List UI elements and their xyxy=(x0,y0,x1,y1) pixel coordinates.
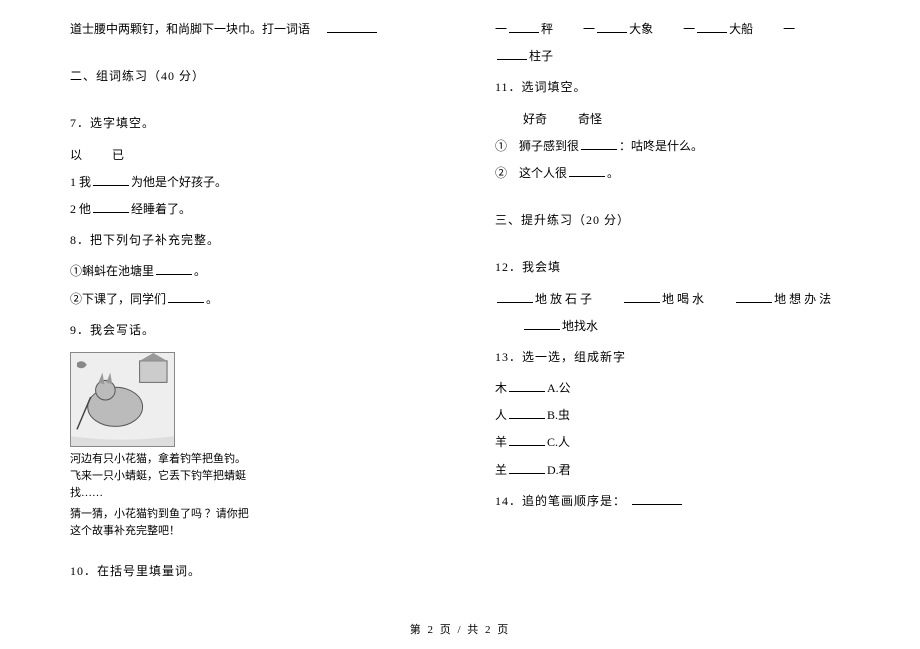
q11-title: 11．选词填空。 xyxy=(495,78,850,97)
q7-chars: 以 已 xyxy=(70,146,425,165)
q11-opt1: 好奇 xyxy=(523,110,547,129)
riddle-text: 道士腰中两颗钉，和尚脚下一块巾。打一词语 xyxy=(70,22,310,36)
q12-t2: 地 喝 水 xyxy=(662,292,704,306)
q8-line2: ②下课了，同学们 。 xyxy=(70,290,425,309)
q11-l1a: ① 狮子感到很 xyxy=(495,139,579,153)
m1: 秤 xyxy=(541,22,553,36)
story-image xyxy=(70,352,175,447)
m4: 柱子 xyxy=(529,49,553,63)
q7-line2: 2 他 经睡着了。 xyxy=(70,200,425,219)
riddle-blank[interactable] xyxy=(327,21,377,33)
q7-title: 7．选字填空。 xyxy=(70,114,425,133)
q13-r4b: D.君 xyxy=(547,463,571,477)
q12-t1: 地 放 石 子 xyxy=(535,292,592,306)
q13-r2b: B.虫 xyxy=(547,408,570,422)
q8-blank2[interactable] xyxy=(168,291,204,303)
q14-title: 14．追的笔画顺序是： xyxy=(495,494,626,508)
q12-b4[interactable] xyxy=(524,318,560,330)
q12-line2: 地找水 xyxy=(495,317,850,336)
section-3-title: 三、提升练习（20 分） xyxy=(495,211,850,230)
q13-r2: 人 B.虫 xyxy=(495,406,850,425)
page-footer: 第 2 页 / 共 2 页 xyxy=(0,621,920,637)
m-blank1[interactable] xyxy=(509,21,539,33)
q7-blank1[interactable] xyxy=(93,174,129,186)
q12-b2[interactable] xyxy=(624,291,660,303)
q13-r1: 木 A.公 xyxy=(495,379,850,398)
q12-line1: 地 放 石 子 地 喝 水 地 想 办 法 xyxy=(495,290,850,309)
q8-blank1[interactable] xyxy=(156,263,192,275)
m-dash3: 一 xyxy=(683,22,695,36)
m-dash2: 一 xyxy=(583,22,595,36)
q11-l2b: 。 xyxy=(607,166,619,180)
m-blank3[interactable] xyxy=(697,21,727,33)
q8-l1a: ①蝌蚪在池塘里 xyxy=(70,264,154,278)
q13-r1a: 木 xyxy=(495,381,507,395)
measure-line-1: 一 秤 一 大象 一 大船 一 xyxy=(495,20,850,39)
q13-r4a: 𦍌 xyxy=(495,463,507,477)
q11-blank2[interactable] xyxy=(569,165,605,177)
q11-line1: ① 狮子感到很 ：咕咚是什么。 xyxy=(495,137,850,156)
q11-blank1[interactable] xyxy=(581,138,617,150)
m3: 大船 xyxy=(729,22,753,36)
m-dash4: 一 xyxy=(783,22,795,36)
q7-char-b: 已 xyxy=(112,148,124,162)
m-blank4[interactable] xyxy=(497,48,527,60)
q11-opt2: 奇怪 xyxy=(578,110,602,129)
q11-line2: ② 这个人很 。 xyxy=(495,164,850,183)
q12-b3[interactable] xyxy=(736,291,772,303)
q13-b4[interactable] xyxy=(509,462,545,474)
q8-title: 8．把下列句子补充完整。 xyxy=(70,231,425,250)
q7-line1: 1 我 为他是个好孩子。 xyxy=(70,173,425,192)
q8-l1b: 。 xyxy=(194,264,206,278)
q7-l1a: 1 我 xyxy=(70,175,91,189)
q13-r3: 羊 C.人 xyxy=(495,433,850,452)
right-column: 一 秤 一 大象 一 大船 一 柱子 11．选词填空。 好奇 奇怪 ① 狮子感到很 ：咕… xyxy=(495,20,850,593)
q7-l2b: 经睡着了。 xyxy=(131,202,191,216)
measure-line-2: 柱子 xyxy=(495,47,850,66)
story-text-2: 猜一猜，小花猫钓到鱼了吗 ？请你把这个故事补充完整吧！ xyxy=(70,506,250,540)
q9-title: 9．我会写话。 xyxy=(70,321,425,340)
q13-r3a: 羊 xyxy=(495,435,507,449)
q7-l2a: 2 他 xyxy=(70,202,91,216)
q8-line1: ①蝌蚪在池塘里 。 xyxy=(70,262,425,281)
q12-t3: 地 想 办 法 xyxy=(774,292,831,306)
m-blank2[interactable] xyxy=(597,21,627,33)
story-text-1: 河边有只小花猫，拿着钓竿把鱼钓。飞来一只小蜻蜓，它丢下钓竿把蜻蜓找…… xyxy=(70,451,250,502)
q7-char-a: 以 xyxy=(70,148,82,162)
q12-b1[interactable] xyxy=(497,291,533,303)
q13-r2a: 人 xyxy=(495,408,507,422)
q8-l2a: ②下课了，同学们 xyxy=(70,292,166,306)
left-column: 道士腰中两颗钉，和尚脚下一块巾。打一词语 二、组词练习（40 分） 7．选字填空… xyxy=(70,20,425,593)
q7-blank2[interactable] xyxy=(93,201,129,213)
q11-l2a: ② 这个人很 xyxy=(495,166,567,180)
q11-options: 好奇 奇怪 xyxy=(495,110,850,129)
section-2-title: 二、组词练习（40 分） xyxy=(70,67,425,86)
q12-title: 12．我会填 xyxy=(495,258,850,277)
m-dash1: 一 xyxy=(495,22,507,36)
q13-b3[interactable] xyxy=(509,434,545,446)
q13-r1b: A.公 xyxy=(547,381,571,395)
q14-blank[interactable] xyxy=(632,493,682,505)
riddle-line: 道士腰中两颗钉，和尚脚下一块巾。打一词语 xyxy=(70,20,425,39)
q13-r3b: C.人 xyxy=(547,435,570,449)
q12-t4: 地找水 xyxy=(562,319,598,333)
q13-b1[interactable] xyxy=(509,380,545,392)
q8-l2b: 。 xyxy=(206,292,218,306)
q7-l1b: 为他是个好孩子。 xyxy=(131,175,227,189)
q14-line: 14．追的笔画顺序是： xyxy=(495,492,850,511)
q13-title: 13．选一选，组成新字 xyxy=(495,348,850,367)
m2: 大象 xyxy=(629,22,653,36)
q13-b2[interactable] xyxy=(509,407,545,419)
q13-r4: 𦍌 D.君 xyxy=(495,461,850,480)
q10-title: 10．在括号里填量词。 xyxy=(70,562,425,581)
q11-l1b: ：咕咚是什么。 xyxy=(619,139,703,153)
